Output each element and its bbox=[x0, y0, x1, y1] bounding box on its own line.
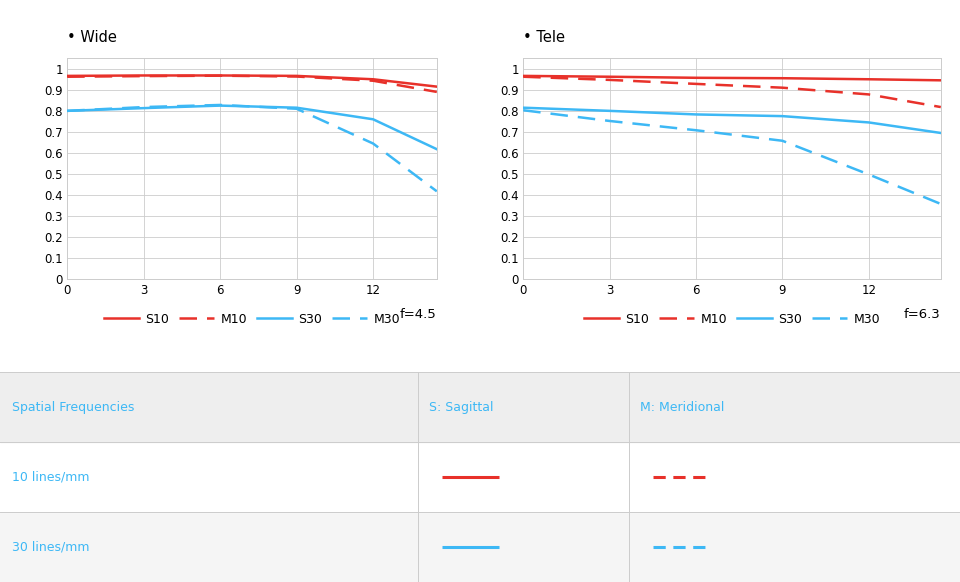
Text: M: Meridional: M: Meridional bbox=[640, 401, 725, 414]
Text: S: Sagittal: S: Sagittal bbox=[429, 401, 493, 414]
Text: f=6.3: f=6.3 bbox=[904, 308, 941, 321]
Bar bbox=[0, 442, 960, 512]
Bar bbox=[0, 512, 960, 582]
Bar bbox=[0, 372, 960, 442]
Text: 30 lines/mm: 30 lines/mm bbox=[12, 541, 89, 553]
Legend: S10, M10, S30, M30: S10, M10, S30, M30 bbox=[579, 308, 885, 331]
Text: • Tele: • Tele bbox=[523, 30, 565, 45]
Text: Spatial Frequencies: Spatial Frequencies bbox=[12, 401, 133, 414]
Text: f=4.5: f=4.5 bbox=[400, 308, 437, 321]
Legend: S10, M10, S30, M30: S10, M10, S30, M30 bbox=[99, 308, 405, 331]
Text: 10 lines/mm: 10 lines/mm bbox=[12, 471, 89, 484]
Text: • Wide: • Wide bbox=[67, 30, 117, 45]
